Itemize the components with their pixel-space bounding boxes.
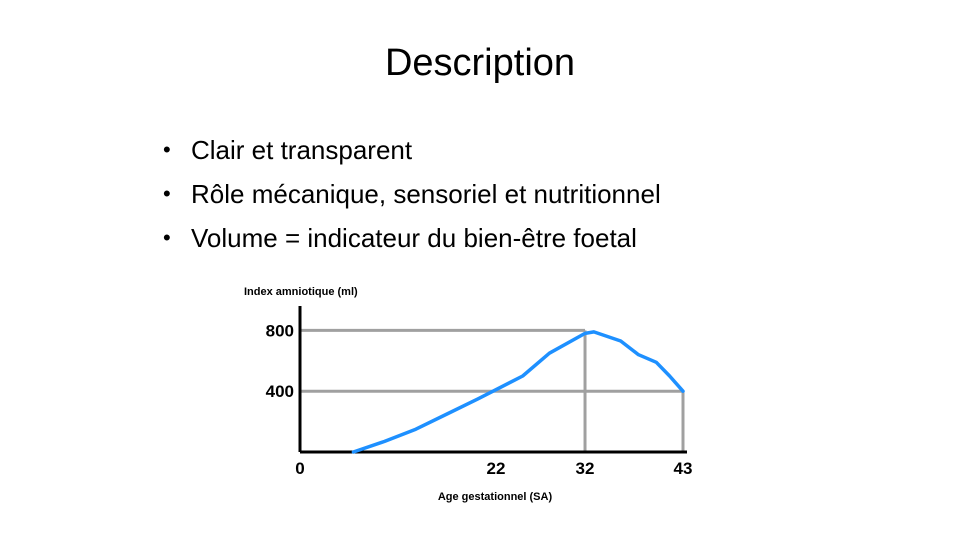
chart-svg: 800 400 0 22 32 43 Index amniotique (ml) Age ge… (244, 286, 693, 503)
bullet-text: Volume = indicateur du bien-être foetal (191, 223, 637, 253)
bullet-item: • Rôle mécanique, sensoriel et nutritionn… (163, 177, 661, 221)
x-tick-label-22: 22 (486, 459, 505, 478)
y-tick-label-800: 800 (266, 321, 294, 340)
bullet-text: Rôle mécanique, sensoriel et nutritionne… (191, 179, 661, 209)
x-tick-label-32: 32 (576, 459, 595, 478)
x-axis-label: Age gestationnel (SA) (438, 491, 553, 503)
bullet-dot-icon: • (163, 225, 171, 250)
x-tick-label-0: 0 (295, 459, 304, 478)
bullet-dot-icon: • (163, 137, 171, 162)
bullet-item: • Clair et transparent (163, 133, 661, 177)
slide-title: Description (384, 42, 576, 84)
bullet-list: • Clair et transparent • Rôle mécanique, s… (163, 133, 661, 265)
series-line (351, 330, 685, 454)
bullet-text: Clair et transparent (191, 135, 413, 165)
x-tick-label-43: 43 (674, 459, 693, 478)
bullet-item: • Volume = indicateur du bien-être foetal (163, 221, 661, 265)
y-tick-label-400: 400 (266, 382, 294, 401)
y-axis-label: Index amniotique (ml) (244, 286, 358, 298)
amniotic-index-chart: 800 400 0 22 32 43 Index amniotique (ml) Age ge… (230, 276, 710, 516)
bullet-dot-icon: • (163, 181, 171, 206)
